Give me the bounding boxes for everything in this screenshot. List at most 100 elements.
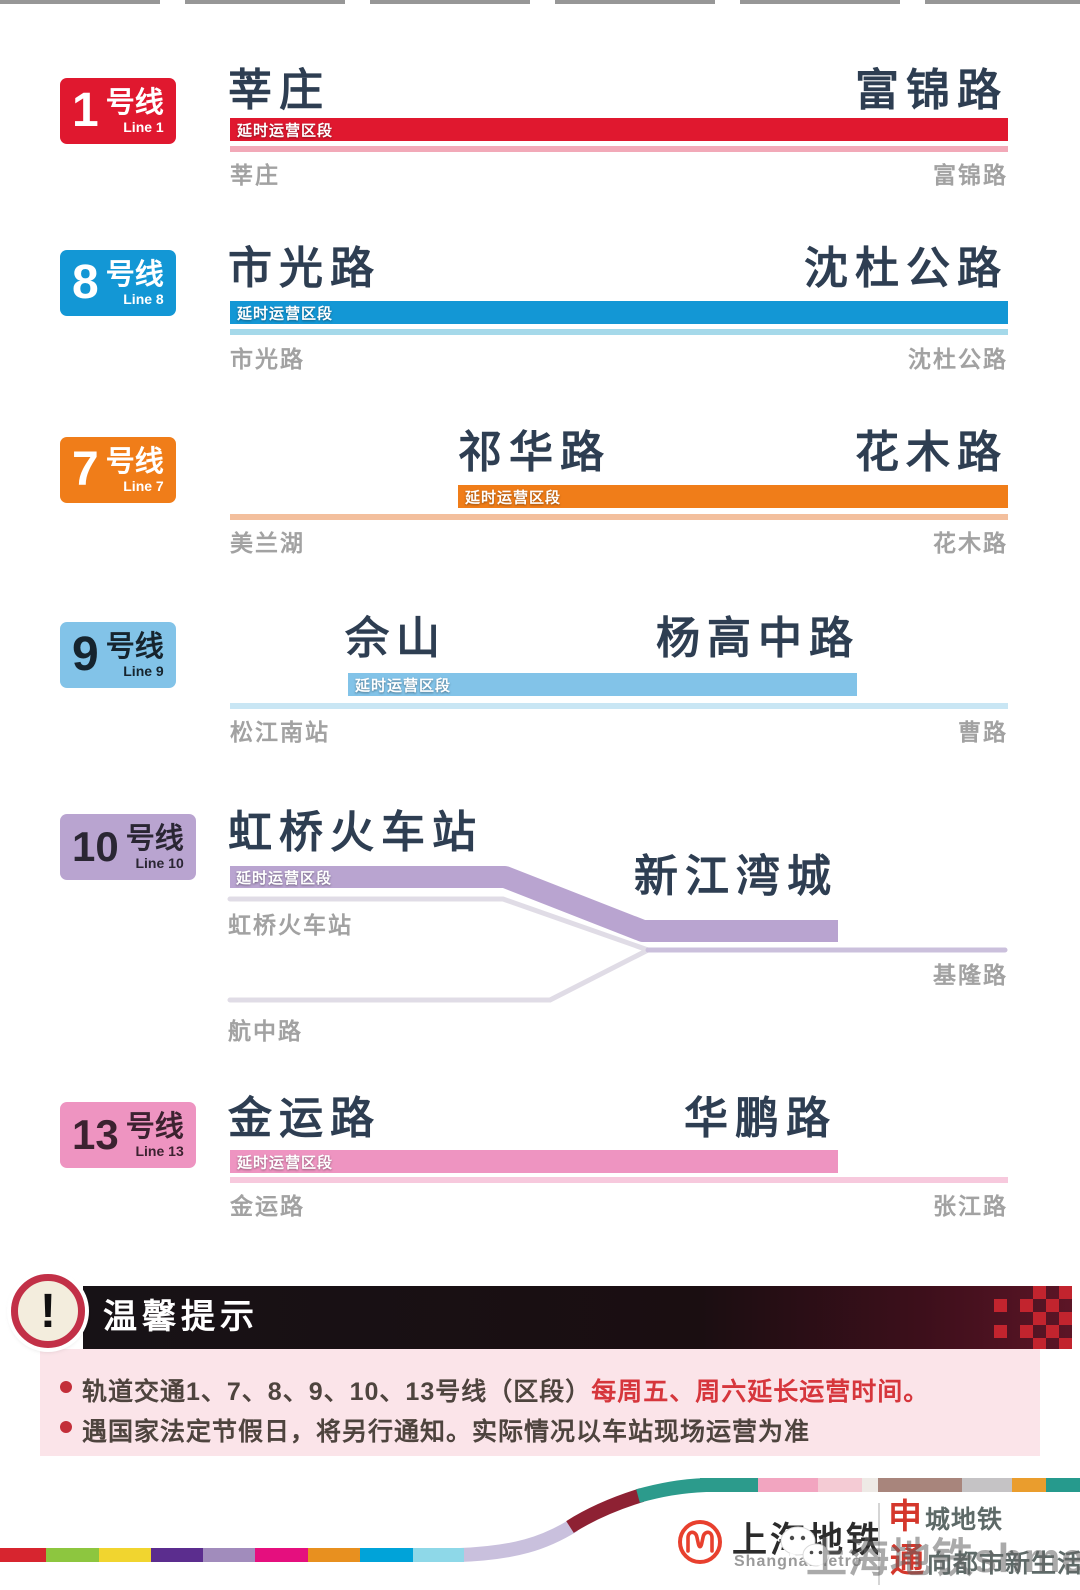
- line7-badge-en: Line 7: [123, 477, 164, 494]
- line1-terminal-right: 富锦路: [855, 66, 1008, 115]
- line13-station-right: 张江路: [933, 1193, 1008, 1219]
- line13-terminal-left: 金运路: [228, 1094, 381, 1143]
- line9-midpoint-station-right: 杨高中路: [656, 614, 860, 663]
- line1-station-left: 莘庄: [230, 162, 280, 188]
- line13-badge-unit: 号线: [125, 1110, 184, 1143]
- ribbon-segment: [1012, 1478, 1046, 1492]
- line7-station-right: 花木路: [933, 530, 1008, 556]
- notice-bullet-1: 轨道交通1、7、8、9、10、13号线（区段）每周五、周六延长运营时间。: [82, 1372, 929, 1408]
- bullet-dot: [60, 1381, 72, 1393]
- checker-dot: [994, 1299, 1007, 1312]
- line13-badge: 13 号线 Line 13: [60, 1102, 196, 1168]
- ribbon-segment: [255, 1548, 308, 1562]
- notice-header-bar: 温馨提示: [83, 1286, 1072, 1349]
- line8-station-right: 沈杜公路: [908, 346, 1008, 372]
- shanghai-metro-logo-icon: [678, 1520, 722, 1564]
- line8-terminal-right: 沈杜公路: [804, 244, 1008, 293]
- ribbon-segment: [0, 1548, 46, 1562]
- line13-badge-text: 号线 Line 13: [125, 1110, 184, 1158]
- notice-bullet-2: 遇国家法定节假日，将另行通知。实际情况以车站现场运营为准: [82, 1418, 811, 1446]
- ribbon-segment: [203, 1548, 255, 1562]
- watermark-text: 上海地铁shmetro: [806, 1535, 1080, 1581]
- line10-extended-section-label: 延时运营区段: [236, 870, 333, 887]
- ribbon-curve-darkred: [566, 1488, 645, 1533]
- line9-badge-unit: 号线: [105, 630, 164, 663]
- line13-station-left: 金运路: [230, 1193, 305, 1219]
- line10-station-branch: 航中路: [228, 1018, 303, 1044]
- line8-station-left: 市光路: [230, 346, 305, 372]
- line7-station-left: 美兰湖: [230, 530, 305, 556]
- line10-badge-text: 号线 Line 10: [125, 822, 184, 871]
- line8-badge-en: Line 8: [123, 290, 164, 307]
- line8-extended-section-label: 延时运营区段: [237, 305, 334, 322]
- line13-extended-section-label: 延时运营区段: [237, 1154, 334, 1171]
- line7-midpoint-station: 祁华路: [458, 428, 611, 477]
- slogan-line1-rest: 城地铁: [925, 1506, 1004, 1534]
- line10-midpoint-station: 新江湾城: [634, 852, 838, 901]
- footer-logo-en: ShanghaiMetro: [734, 1553, 863, 1570]
- ribbon-segment: [99, 1548, 151, 1562]
- line10-terminal-left: 虹桥火车站: [228, 808, 483, 857]
- line10-badge-unit: 号线: [125, 822, 184, 855]
- ribbon-segment: [151, 1548, 203, 1562]
- line7-extended-section-label: 延时运营区段: [465, 489, 562, 506]
- ribbon-segment: [818, 1478, 862, 1492]
- line1-full-line: [230, 146, 1008, 152]
- notice-bullet-1-text: 轨道交通1、7、8、9、10、13号线（区段）: [82, 1378, 592, 1406]
- line10-badge: 10 号线 Line 10: [60, 814, 196, 880]
- metro-lines-ribbon: [0, 1478, 1080, 1562]
- notice-title: 温馨提示: [103, 1298, 259, 1336]
- line9-extended-section-label: 延时运营区段: [355, 677, 452, 694]
- line13-badge-number: 13: [72, 1111, 119, 1158]
- line8-full-line: [230, 329, 1008, 335]
- line8-badge-number: 8: [72, 256, 99, 309]
- line9-station-left: 松江南站: [230, 719, 330, 745]
- line9-midpoint-station-left: 佘山: [345, 614, 447, 663]
- line9-extended-section-bar: 延时运营区段: [348, 673, 857, 696]
- notice-bullet-1-highlight: 每周五、周六延长运营时间。: [591, 1378, 930, 1406]
- line7-full-line: [230, 514, 1008, 520]
- line13-extended-section-bar: 延时运营区段: [230, 1150, 838, 1173]
- line13-full-line: [230, 1177, 1008, 1183]
- exclamation-icon: !: [11, 1274, 85, 1348]
- line1-badge-en: Line 1: [123, 118, 164, 135]
- ribbon-segment: [962, 1478, 1012, 1492]
- line1-extended-section-label: 延时运营区段: [237, 122, 334, 139]
- ribbon-segment: [878, 1478, 962, 1492]
- line10-branch-diagram: [227, 866, 1008, 1003]
- line8-badge: 8 号线 Line 8: [60, 250, 176, 316]
- line9-full-line: [230, 703, 1008, 709]
- line9-badge-en: Line 9: [123, 662, 164, 679]
- ribbon-curve-teal: [636, 1478, 707, 1503]
- line8-terminal-left: 市光路: [228, 244, 381, 293]
- line10-station-right: 基隆路: [933, 962, 1008, 988]
- line13-midpoint-station: 华鹏路: [684, 1094, 837, 1143]
- ribbon-segment: [1046, 1478, 1080, 1492]
- ribbon-curve-purple: [459, 1519, 578, 1562]
- ribbon-segment: [46, 1548, 99, 1562]
- checker-dot: [994, 1325, 1007, 1338]
- line9-station-right: 曹路: [958, 719, 1008, 745]
- line10-branch-upper: [227, 896, 651, 953]
- line8-badge-text: 号线 Line 8: [105, 258, 164, 307]
- footer-divider: [878, 1503, 880, 1585]
- line7-badge: 7 号线 Line 7: [60, 437, 176, 503]
- notice-panel: [40, 1349, 1040, 1456]
- ribbon-segment: [413, 1548, 464, 1562]
- line8-extended-section-bar: 延时运营区段: [230, 301, 1008, 324]
- line7-terminal-right: 花木路: [855, 428, 1008, 477]
- line10-badge-number: 10: [72, 823, 119, 870]
- bullet-dot: [60, 1421, 72, 1433]
- line9-badge-number: 9: [72, 628, 99, 681]
- line7-badge-number: 7: [72, 443, 99, 496]
- line10-badge-en: Line 10: [135, 854, 184, 871]
- line7-extended-section-bar: 延时运营区段: [458, 485, 1008, 508]
- line8-badge-unit: 号线: [105, 258, 164, 291]
- ribbon-segment: [758, 1478, 818, 1492]
- line10-station-left: 虹桥火车站: [228, 912, 353, 938]
- line9-badge: 9 号线 Line 9: [60, 622, 176, 688]
- line1-badge-text: 号线 Line 1: [106, 88, 164, 135]
- line1-station-right: 富锦路: [933, 162, 1008, 188]
- slogan-char-tong: 通: [890, 1542, 924, 1580]
